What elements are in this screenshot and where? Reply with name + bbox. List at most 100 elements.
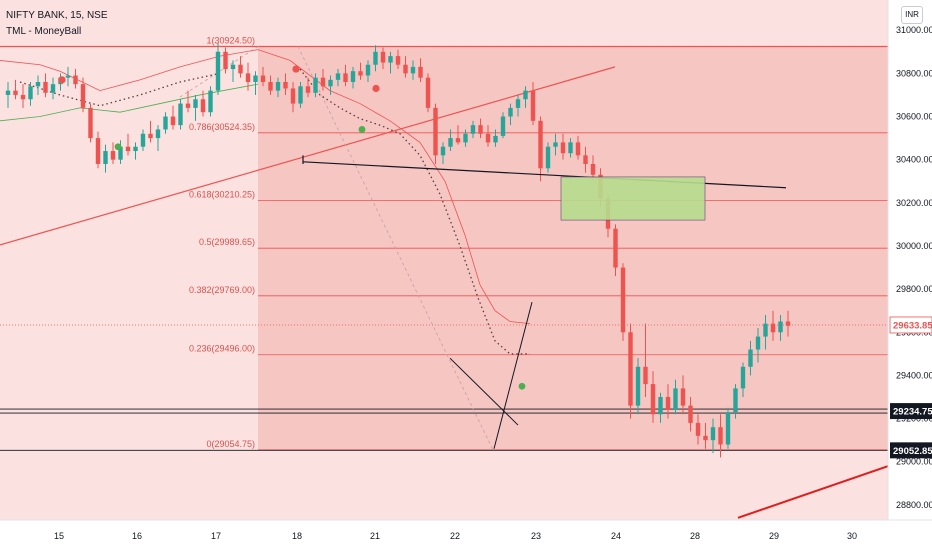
candle-body [643,366,648,385]
candle-body [185,103,191,108]
buy-signal-dot [518,382,526,390]
candle-body [583,155,588,164]
time-tick-label: 15 [54,531,64,541]
candle-body [703,435,708,441]
time-tick-label: 17 [211,531,221,541]
candle-body [740,366,746,389]
time-tick-label: 28 [690,531,700,541]
time-tick-label: 16 [132,531,142,541]
candle-body [245,73,251,82]
fib-level-label: 0.786(30524.35) [189,122,255,132]
indicator-label: TML - MoneyBall [6,26,82,37]
candle-body [568,142,573,154]
price-tick-label: 29800.00 [896,284,932,294]
candle-body [733,388,738,413]
price-badge [890,442,932,459]
candle-body [613,228,618,268]
candle-body [5,90,11,95]
price-badge-label: 29052.85 [893,446,932,457]
candle-body [103,151,108,164]
sell-signal-dot [372,84,380,93]
price-tick-label: 31000.00 [896,25,932,35]
candle-body [718,427,723,445]
price-badge [890,403,932,420]
candle-body [770,323,776,333]
candle-body [28,86,33,100]
candle-body [755,336,761,350]
candle-body [395,56,401,65]
candle-body [425,77,431,108]
candle-body [343,73,348,82]
candle-body [298,86,303,104]
candle-body [785,321,791,326]
price-tick-label: 30200.00 [896,198,932,208]
trailing-stop-dotted [299,68,530,355]
price-badge [889,316,932,334]
candle-body [373,51,378,65]
candle-body [133,146,138,152]
candle-body [433,107,438,156]
candle-body [493,135,498,143]
fib-level-label: 1(30924.50) [206,35,255,45]
candle-body [88,107,93,139]
candle-body [320,77,326,87]
candle-body [283,81,288,89]
candle-body [305,86,311,93]
fib-level-label: 0.618(30210.25) [189,190,255,200]
fib-level-label: 0.382(29769.00) [189,285,255,295]
buy-signal-dot [114,143,122,151]
candle-body [200,99,206,113]
price-axis-bg [888,0,932,550]
candle-body [553,142,558,147]
candle-body [650,384,656,415]
candle-body [170,116,176,126]
breakout-line [493,301,533,449]
candle-body [275,81,281,91]
candle-body [455,138,461,143]
candle-body [313,77,318,93]
candle-body [35,81,41,87]
candle-body [163,116,168,130]
fib-level-label: 0.5(29989.65) [199,237,255,247]
candle-body [43,81,48,93]
candle-body [110,151,116,160]
resistance-trendline [302,161,787,189]
candle-body [230,64,236,70]
price-tick-label: 29400.00 [896,370,932,380]
currency-button[interactable]: INR [901,6,923,24]
candle-body [575,142,581,156]
candle-body [508,107,513,117]
candle-body [673,388,678,410]
price-tick-label: 30400.00 [896,155,932,165]
candle-body [485,133,491,143]
time-tick-label: 24 [611,531,621,541]
sell-signal-dot [292,65,300,73]
candle-body [418,66,423,78]
candle-body [50,84,56,93]
lower-shade [258,449,888,520]
price-tick-label: 28800.00 [896,500,932,510]
candle-body [350,71,356,82]
time-tick-label: 22 [450,531,460,541]
sell-signal-dot [58,76,66,84]
time-tick-label: 21 [370,531,380,541]
candle-body [20,94,26,100]
fib-level-label: 0(29054.75) [206,439,255,449]
candle-body [125,146,131,152]
price-tick-label: 30800.00 [896,68,932,78]
pre-fib-shade [0,0,258,520]
candle-body [268,81,273,91]
candle-body [215,51,221,91]
time-tick-label: 18 [292,531,302,541]
candle-body [560,142,566,154]
candle-body [620,267,626,333]
candle-body [470,125,476,134]
candle-body [365,64,371,76]
candle-body [478,125,483,134]
candle-body [260,75,266,82]
symbol-title: NIFTY BANK, 15, NSE [6,10,108,21]
candle-body [545,146,551,169]
candle-body [238,64,243,74]
